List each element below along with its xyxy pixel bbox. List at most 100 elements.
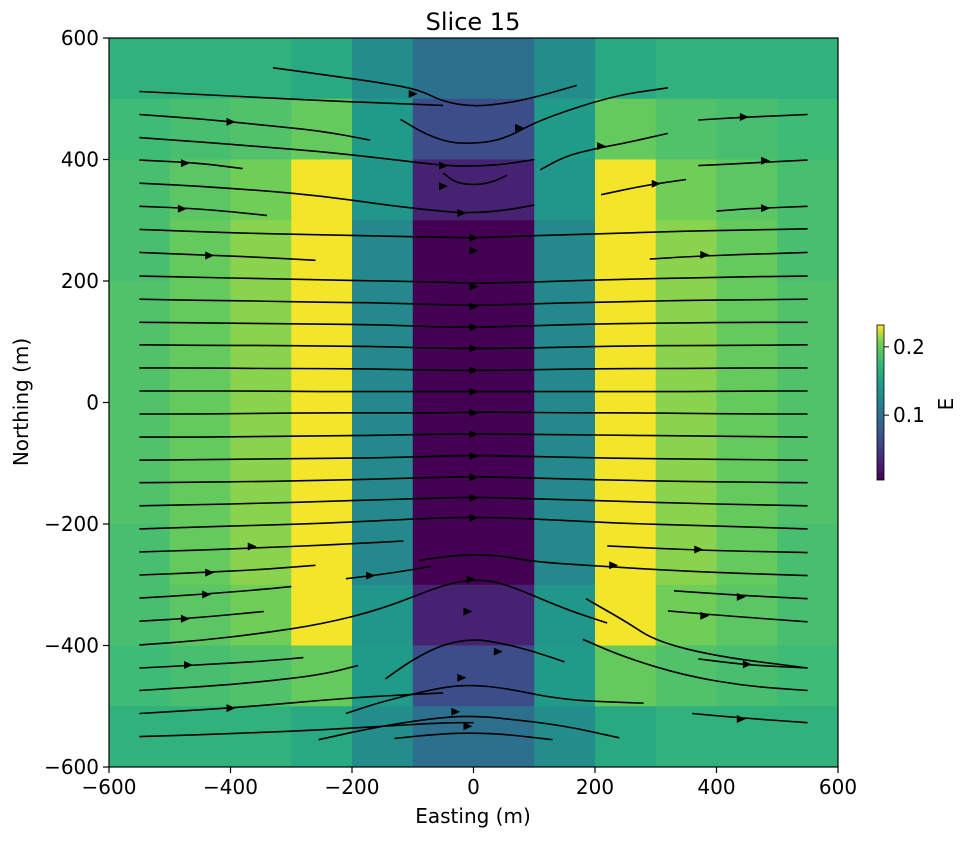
streamline-arrow bbox=[736, 592, 746, 601]
heatmap-cell bbox=[595, 463, 657, 525]
streamline bbox=[139, 610, 264, 622]
streamline-arrow bbox=[469, 408, 479, 417]
streamline bbox=[139, 540, 404, 553]
heatmap-cell bbox=[352, 402, 414, 464]
x-tick-label: 200 bbox=[576, 775, 614, 799]
heatmap-cell bbox=[291, 584, 353, 646]
heatmap-cell bbox=[534, 463, 596, 525]
streamline bbox=[139, 136, 535, 167]
heatmap-cell bbox=[716, 341, 778, 403]
heatmap-cell bbox=[534, 402, 596, 464]
heatmap-cell bbox=[412, 98, 535, 160]
x-axis-label: Easting (m) bbox=[415, 804, 531, 828]
streamline-arrow bbox=[469, 451, 479, 460]
heatmap-cell bbox=[291, 341, 353, 403]
heatmap-cell bbox=[352, 159, 414, 221]
heatmap-cell bbox=[230, 402, 292, 464]
heatmap-cell bbox=[595, 402, 657, 464]
streamline-arrow bbox=[177, 204, 187, 213]
heatmap-cell bbox=[534, 159, 596, 221]
heatmap-cell bbox=[230, 341, 292, 403]
heatmap-cell bbox=[655, 220, 717, 282]
heatmap-cell bbox=[655, 402, 717, 464]
streamline-arrows bbox=[177, 89, 771, 731]
colorbar-tick-label: 0.1 bbox=[893, 403, 925, 427]
streamline bbox=[442, 172, 508, 186]
heatmap-cell bbox=[109, 524, 171, 586]
streamline-arrow bbox=[742, 660, 752, 669]
heatmap-cell bbox=[412, 706, 535, 767]
streamline bbox=[139, 721, 474, 738]
streamline bbox=[692, 712, 808, 724]
heatmap-cell bbox=[595, 341, 657, 403]
heatmap-cell bbox=[777, 38, 838, 100]
streamline-arrow bbox=[457, 673, 467, 682]
streamline-arrow bbox=[469, 430, 479, 439]
streamline-arrow bbox=[739, 112, 749, 121]
heatmap-cell bbox=[716, 159, 778, 221]
streamline-arrow bbox=[457, 208, 467, 217]
heatmap-cell bbox=[595, 220, 657, 282]
heatmap-cell bbox=[352, 38, 414, 100]
heatmap-cell bbox=[291, 38, 353, 100]
heatmap-cell bbox=[534, 524, 596, 586]
streamline bbox=[649, 251, 808, 260]
heatmap-cell bbox=[595, 281, 657, 343]
heatmap-cells bbox=[109, 38, 838, 767]
streamline-arrow bbox=[469, 387, 479, 396]
streamline bbox=[698, 159, 808, 167]
heatmap-cell bbox=[109, 584, 171, 646]
heatmap-cell bbox=[109, 463, 171, 525]
heatmap-cell bbox=[716, 524, 778, 586]
streamline-arrow bbox=[466, 575, 476, 584]
y-tick-label: 400 bbox=[61, 148, 99, 172]
heatmap-cell bbox=[230, 706, 292, 767]
streamline bbox=[345, 684, 644, 715]
heatmap-cell bbox=[412, 463, 535, 525]
heatmap-cell bbox=[595, 524, 657, 586]
heatmap-cell bbox=[230, 524, 292, 586]
streamline bbox=[600, 178, 687, 196]
streamline bbox=[139, 579, 608, 646]
streamline-arrow bbox=[183, 660, 193, 669]
streamline-arrow bbox=[609, 561, 619, 570]
heatmap-cell bbox=[655, 98, 717, 160]
colorbar-tick-label: 0.2 bbox=[893, 335, 925, 359]
streamline bbox=[384, 639, 565, 680]
heatmap-cell bbox=[412, 281, 535, 343]
heatmap-cell bbox=[169, 645, 231, 707]
streamline bbox=[673, 590, 808, 600]
heatmap-cell bbox=[716, 38, 778, 100]
heatmap-cell bbox=[655, 524, 717, 586]
heatmap-cell bbox=[169, 402, 231, 464]
heatmap-cell bbox=[655, 38, 717, 100]
streamline-arrow bbox=[469, 344, 479, 353]
heatmap-cell bbox=[595, 706, 657, 767]
heatmap-cell bbox=[109, 341, 171, 403]
heatmap-cell bbox=[777, 706, 838, 767]
heatmap-cell bbox=[352, 706, 414, 767]
colorbar: E 0.1 0.2 bbox=[876, 324, 958, 481]
streamline-arrow bbox=[469, 513, 479, 522]
heatmap-cell bbox=[352, 584, 414, 646]
streamline bbox=[272, 67, 578, 107]
streamline-arrow bbox=[700, 611, 710, 620]
heatmap-cell bbox=[169, 98, 231, 160]
streamline bbox=[582, 638, 808, 692]
y-tick-label: −600 bbox=[44, 755, 99, 779]
heatmap-cell bbox=[291, 645, 353, 707]
heatmap-cell bbox=[777, 220, 838, 282]
heatmap-cell bbox=[655, 706, 717, 767]
streamline-arrow bbox=[700, 250, 710, 259]
heatmap-cell bbox=[716, 402, 778, 464]
streamline bbox=[607, 545, 808, 554]
heatmap-cell bbox=[291, 524, 353, 586]
heatmap-cell bbox=[109, 645, 171, 707]
heatmap-cell bbox=[412, 645, 535, 707]
heatmap-cell bbox=[595, 645, 657, 707]
x-tick-label: 600 bbox=[819, 775, 857, 799]
heatmap-cell bbox=[169, 281, 231, 343]
streamline-arrow bbox=[736, 715, 746, 724]
streamline bbox=[139, 113, 371, 141]
heatmap-cell bbox=[291, 402, 353, 464]
